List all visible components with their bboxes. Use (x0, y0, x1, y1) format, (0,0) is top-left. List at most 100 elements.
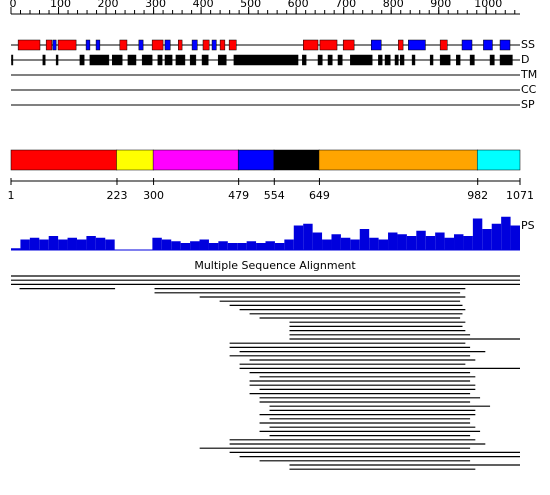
domain (273, 149, 320, 171)
track-segment (141, 54, 153, 66)
ps-bar (463, 236, 473, 250)
track-segment (79, 54, 85, 66)
ruler-label: 300 (145, 0, 166, 10)
ps-bar (180, 243, 191, 250)
ruler-label: 600 (288, 0, 309, 10)
track-segment (127, 54, 137, 66)
track-segment (350, 54, 373, 66)
track-segment (228, 39, 237, 51)
ps-bar (86, 236, 96, 250)
track-segment (164, 39, 171, 51)
track-segment (439, 39, 448, 51)
boundary-label: 479 (228, 189, 249, 202)
ps-bar (227, 243, 238, 250)
ps-bar (350, 239, 360, 250)
domain (318, 149, 478, 171)
track-segment (317, 54, 323, 66)
ps-bar (454, 234, 464, 250)
track-segment (439, 54, 451, 66)
ruler-label: 1000 (474, 0, 502, 10)
track-segment (202, 39, 210, 51)
track-segment (45, 39, 53, 51)
ps-bar (161, 239, 172, 250)
track-segment (191, 39, 198, 51)
track-segment (233, 54, 299, 66)
track-segment (483, 39, 493, 51)
ps-bar (20, 239, 30, 250)
track-label: TM (520, 68, 537, 81)
ps-bar (322, 239, 332, 250)
track-label: CC (521, 83, 537, 96)
track-segment (456, 54, 461, 66)
ps-bar (105, 239, 115, 250)
ruler-label: 700 (335, 0, 356, 10)
track-segment (151, 39, 164, 51)
track-segment (17, 39, 41, 51)
ps-bar (237, 243, 247, 250)
ps-bar (67, 237, 77, 250)
track-segment (201, 54, 209, 66)
ps-bar (95, 237, 106, 250)
ps-bar (171, 241, 181, 250)
track-segment (378, 54, 383, 66)
ps-bar (246, 241, 257, 250)
track-segment (157, 54, 163, 66)
domain (116, 149, 154, 171)
track-segment (52, 39, 57, 51)
ruler-label: 400 (193, 0, 214, 10)
track-segment (411, 54, 416, 66)
boundary-label: 649 (309, 189, 330, 202)
ps-bar (190, 241, 200, 250)
ps-bar (416, 230, 426, 250)
ruler-label: 900 (430, 0, 451, 10)
ruler-label: 100 (50, 0, 71, 10)
ps-bar (491, 223, 502, 250)
track-segment (211, 39, 217, 51)
track-label: SS (521, 38, 535, 51)
ruler-label: 500 (240, 0, 261, 10)
ps-bar (312, 232, 323, 250)
ps-bar (58, 239, 68, 250)
ps-bar (218, 241, 228, 250)
alignment-title: Multiple Sequence Alignment (194, 259, 356, 272)
track-segment (138, 39, 144, 51)
ps-bar (284, 239, 294, 250)
track-segment (219, 39, 226, 51)
ps-bar (48, 236, 59, 250)
ps-bar (29, 237, 40, 250)
track-segment (189, 54, 197, 66)
boundary-label: 300 (143, 189, 164, 202)
track-segment (217, 54, 227, 66)
ps-bar (482, 229, 492, 250)
ps-bar (208, 243, 219, 250)
track-segment (499, 39, 511, 51)
ps-bar (293, 225, 304, 250)
track-segment (11, 54, 14, 66)
boundary-label: 1 (8, 189, 15, 202)
track-segment (429, 54, 434, 66)
track-segment (370, 39, 382, 51)
ps-bar (39, 239, 49, 250)
ruler-label: 0 (10, 0, 17, 10)
ps-bar (406, 236, 417, 250)
track-segment (95, 39, 101, 51)
track-segment (175, 54, 186, 66)
ps-bar (199, 239, 209, 250)
track-segment (164, 54, 173, 66)
ps-bar (444, 237, 455, 250)
track-label: SP (521, 98, 535, 111)
ps-bar (340, 237, 351, 250)
ps-label: PS (521, 219, 535, 232)
track-segment (57, 39, 77, 51)
ps-bar (11, 248, 21, 250)
ps-bar (435, 232, 445, 250)
track-segment (178, 39, 183, 51)
ps-bar (303, 223, 313, 250)
track-segment (337, 54, 343, 66)
ps-bar (265, 241, 275, 250)
track-segment (89, 54, 110, 66)
track-segment (319, 39, 338, 51)
ps-bar (369, 237, 379, 250)
ps-bar (256, 243, 266, 250)
boundary-label: 223 (106, 189, 127, 202)
